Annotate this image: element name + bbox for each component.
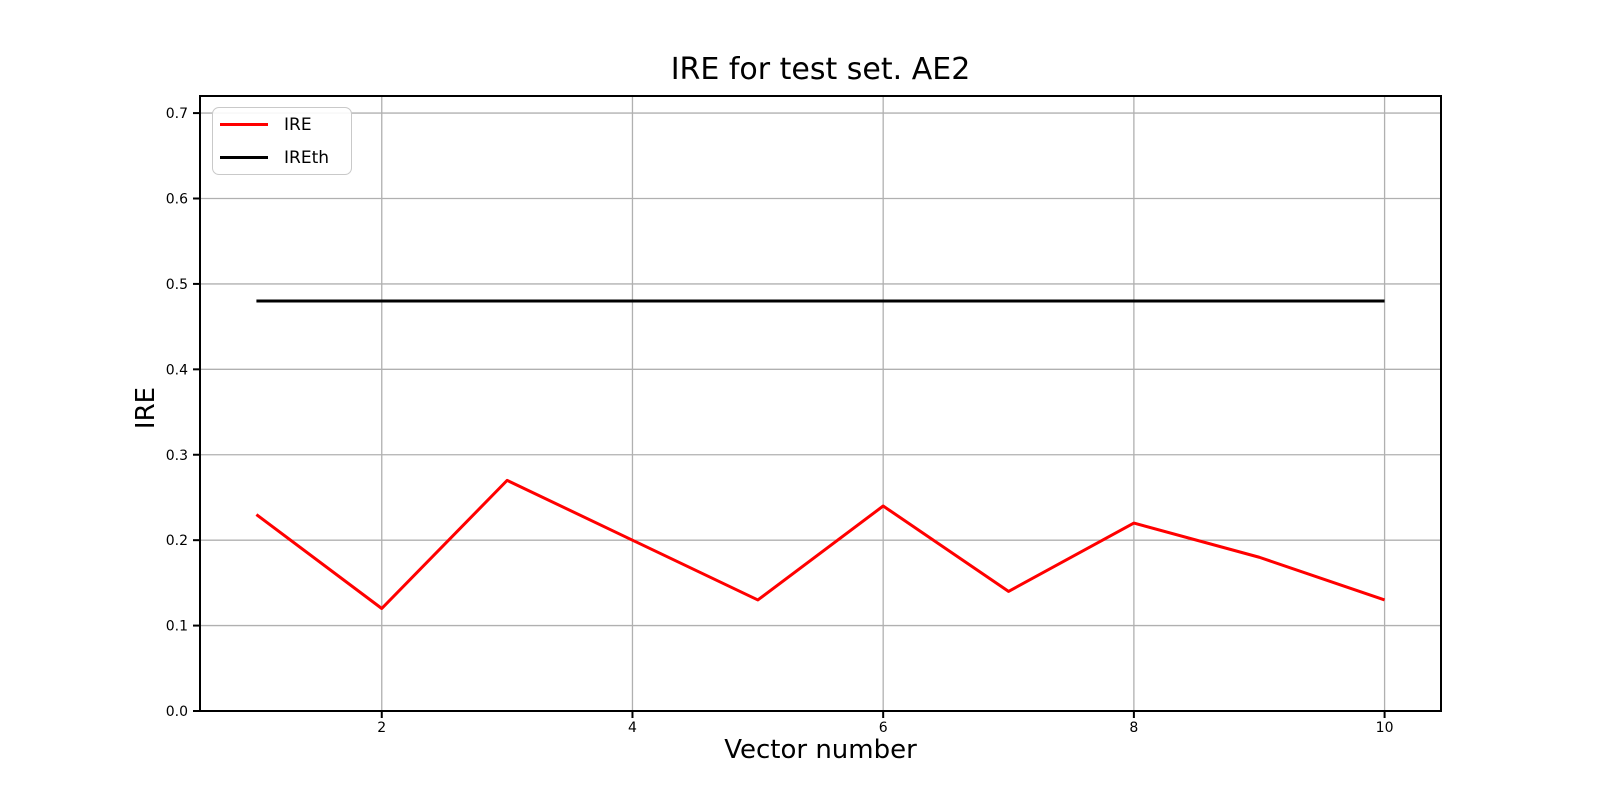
chart-title: IRE for test set. AE2 bbox=[670, 52, 971, 87]
legend-line-sample-ireth bbox=[220, 156, 268, 159]
x-tick-label: 4 bbox=[628, 720, 637, 736]
legend-label-ire: IRE bbox=[284, 114, 312, 135]
x-axis-label: Vector number bbox=[724, 735, 917, 765]
y-tick-label: 0.6 bbox=[166, 192, 188, 208]
legend-item-ire: IRE bbox=[220, 108, 351, 141]
legend-item-ireth: IREth bbox=[220, 141, 351, 174]
x-tick-label: 10 bbox=[1376, 720, 1394, 736]
y-tick-label: 0.5 bbox=[166, 277, 188, 293]
y-tick-label: 0.4 bbox=[166, 362, 188, 378]
y-axis-label: IRE bbox=[131, 386, 161, 430]
legend: IRE IREth bbox=[212, 107, 352, 175]
legend-label-ireth: IREth bbox=[284, 147, 330, 168]
series-line-ire bbox=[255, 478, 1386, 610]
x-tick-label: 2 bbox=[377, 720, 386, 736]
y-tick-label: 0.0 bbox=[166, 704, 188, 720]
y-tick-label: 0.1 bbox=[166, 619, 188, 635]
x-tick-label: 6 bbox=[879, 720, 888, 736]
axes-spines bbox=[199, 95, 1442, 712]
x-tick-label: 8 bbox=[1129, 720, 1138, 736]
y-tick-label: 0.7 bbox=[166, 106, 188, 122]
legend-line-sample-ire bbox=[220, 123, 268, 126]
y-tick-label: 0.3 bbox=[166, 448, 188, 464]
y-tick-label: 0.2 bbox=[166, 533, 188, 549]
